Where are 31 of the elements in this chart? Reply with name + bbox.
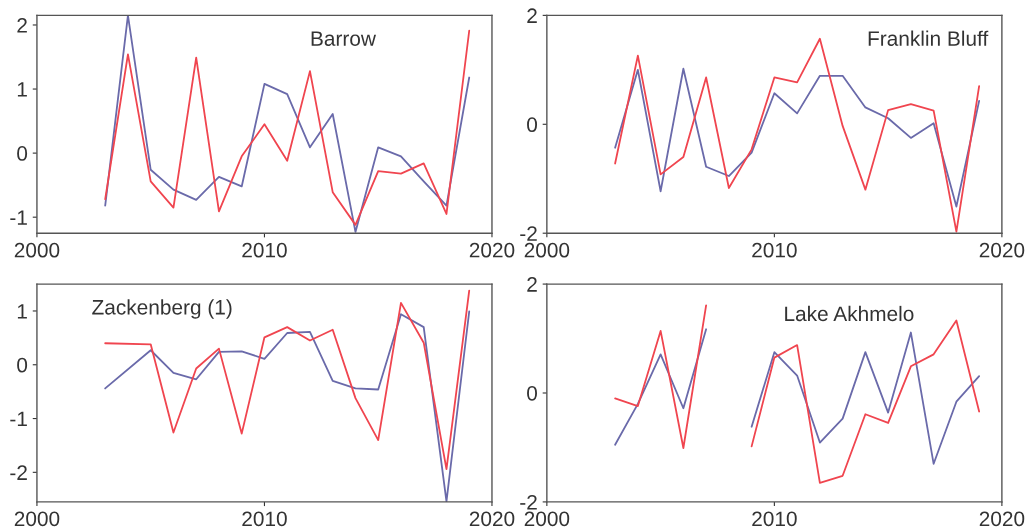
annotation: Zackenberg (1) <box>92 299 232 319</box>
x-tick-label: 2020 <box>979 242 1025 258</box>
annotation: Lake Akhmelo <box>785 305 914 322</box>
y-tick-label: -2 <box>520 226 537 241</box>
x-tick-label: 2000 <box>524 511 570 527</box>
line-series <box>614 67 981 208</box>
y-tick-label: -1 <box>10 210 27 225</box>
x-tick-label: 2000 <box>14 242 60 258</box>
y-tick-label: 2 <box>17 17 27 33</box>
x-tick-label: 2020 <box>979 511 1025 527</box>
y-tick-label: 0 <box>527 117 538 133</box>
y-tick-label: -2 <box>520 494 537 510</box>
annotation: Barrow <box>311 31 376 46</box>
x-tick-label: 2010 <box>242 511 287 527</box>
x-tick-label: 2010 <box>242 242 287 258</box>
x-tick-label: 2010 <box>752 511 797 527</box>
x-tick-label: 2000 <box>524 242 570 258</box>
y-tick-label: 2 <box>527 277 537 292</box>
y-tick-label: -2 <box>10 465 27 480</box>
x-tick-label: 2020 <box>469 242 515 258</box>
annotation: Franklin Bluff <box>868 30 989 46</box>
y-tick-label: -1 <box>10 411 27 427</box>
x-tick-label: 2020 <box>469 511 515 527</box>
y-tick-label: 1 <box>17 82 27 97</box>
y-tick-label: 1 <box>17 304 27 319</box>
y-tick-label: 0 <box>17 146 28 161</box>
x-tick-label: 2010 <box>752 242 797 258</box>
y-tick-label: 0 <box>17 357 28 373</box>
x-tick-label: 2000 <box>14 511 60 527</box>
y-tick-label: 0 <box>527 386 538 401</box>
y-tick-label: 2 <box>527 8 537 23</box>
